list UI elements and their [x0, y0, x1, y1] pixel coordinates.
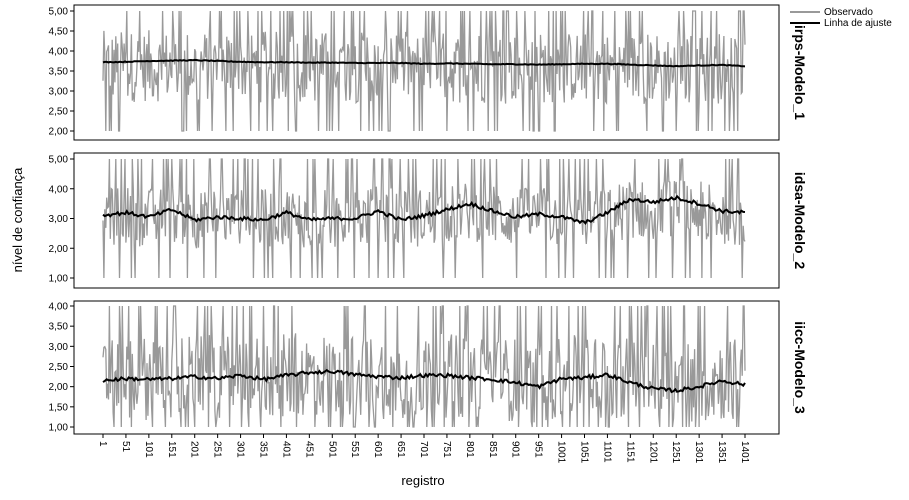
observed-series-line	[102, 305, 746, 428]
y-tick-label: 2,00	[49, 382, 69, 393]
observed-series-line	[102, 158, 746, 279]
x-tick-label: 451	[303, 441, 314, 458]
x-tick-label: 751	[441, 441, 452, 458]
x-tick-label: 501	[326, 441, 337, 458]
y-axis-title: nível de confiança	[10, 167, 25, 273]
x-tick-label: 701	[418, 441, 429, 458]
y-tick-label: 4,50	[49, 27, 69, 38]
x-tick-label: 1201	[647, 441, 658, 464]
x-tick-label: 551	[349, 441, 360, 458]
y-tick-label: 3,50	[49, 67, 69, 78]
legend: Observado Linha de ajuste	[790, 7, 892, 29]
y-tick-label: 2,50	[49, 362, 69, 373]
y-tick-label: 2,00	[49, 244, 69, 255]
panels-layer: 2,00 2,50 3,00 3,50 4,00 4,50 5,00 irps-Modelo_…	[49, 4, 808, 435]
x-tick-label: 1401	[739, 441, 750, 464]
x-tick-label: 1151	[624, 441, 635, 463]
x-tick-label: 1351	[716, 441, 727, 464]
y-tick-label: 3,00	[49, 87, 69, 98]
x-tick-label: 801	[464, 441, 475, 458]
y-tick-label: 4,00	[49, 184, 69, 195]
y-tick-label: 2,00	[49, 127, 69, 138]
x-tick-label: 851	[487, 441, 498, 458]
fit-series-line	[102, 368, 746, 394]
x-axis: 1 51 101 151 201 251 301 351 401 451 501 551 601 651 7…	[97, 434, 750, 464]
x-tick-label: 651	[395, 441, 406, 458]
x-tick-label: 301	[235, 441, 246, 458]
x-tick-label: 1051	[579, 441, 590, 464]
y-tick-label: 1,00	[49, 274, 69, 285]
y-tick-label: 3,00	[49, 342, 69, 353]
x-tick-label: 1301	[693, 441, 704, 464]
x-tick-label: 151	[166, 441, 177, 458]
panel-label: irps-Modelo_1	[792, 25, 808, 120]
x-tick-label: 101	[143, 441, 154, 458]
x-tick-label: 1	[97, 441, 108, 447]
x-tick-label: 401	[280, 441, 291, 458]
legend-label-observed: Observado	[824, 7, 873, 18]
x-axis-title: registro	[401, 473, 444, 488]
observed-series-line	[102, 10, 746, 132]
panel-3: 1,00 1,50 2,00 2,50 3,00 3,50 4,00 iicc-Modelo_…	[49, 300, 808, 435]
y-tick-label: 2,50	[49, 107, 69, 118]
x-tick-label: 1101	[601, 441, 612, 463]
fit-series-line	[102, 58, 746, 68]
x-tick-label: 901	[510, 441, 521, 458]
y-tick-label: 5,00	[49, 155, 69, 166]
y-tick-label: 5,00	[49, 7, 69, 18]
panel-label: idsa-Modelo_2	[792, 172, 808, 269]
x-tick-label: 201	[189, 441, 200, 458]
x-tick-label: 951	[533, 441, 544, 458]
x-tick-label: 1001	[556, 441, 567, 464]
y-tick-label: 3,50	[49, 322, 69, 333]
y-tick-label: 1,00	[49, 423, 69, 434]
y-tick-label: 1,50	[49, 402, 69, 413]
x-tick-label: 251	[212, 441, 223, 458]
x-tick-label: 51	[120, 441, 131, 453]
y-tick-label: 4,00	[49, 47, 69, 58]
x-tick-label: 601	[372, 441, 383, 458]
panel-2: 1,00 2,00 3,00 4,00 5,00 idsa-Modelo_2	[49, 152, 808, 289]
y-tick-label: 4,00	[49, 302, 69, 313]
panel-label: iicc-Modelo_3	[792, 321, 808, 414]
x-tick-label: 1251	[670, 441, 681, 464]
y-tick-label: 3,00	[49, 214, 69, 225]
x-tick-label: 351	[258, 441, 269, 458]
fit-series-line	[102, 194, 746, 225]
panel-1: 2,00 2,50 3,00 3,50 4,00 4,50 5,00 irps-Modelo_…	[49, 4, 808, 141]
legend-label-fit: Linha de ajuste	[824, 18, 892, 29]
